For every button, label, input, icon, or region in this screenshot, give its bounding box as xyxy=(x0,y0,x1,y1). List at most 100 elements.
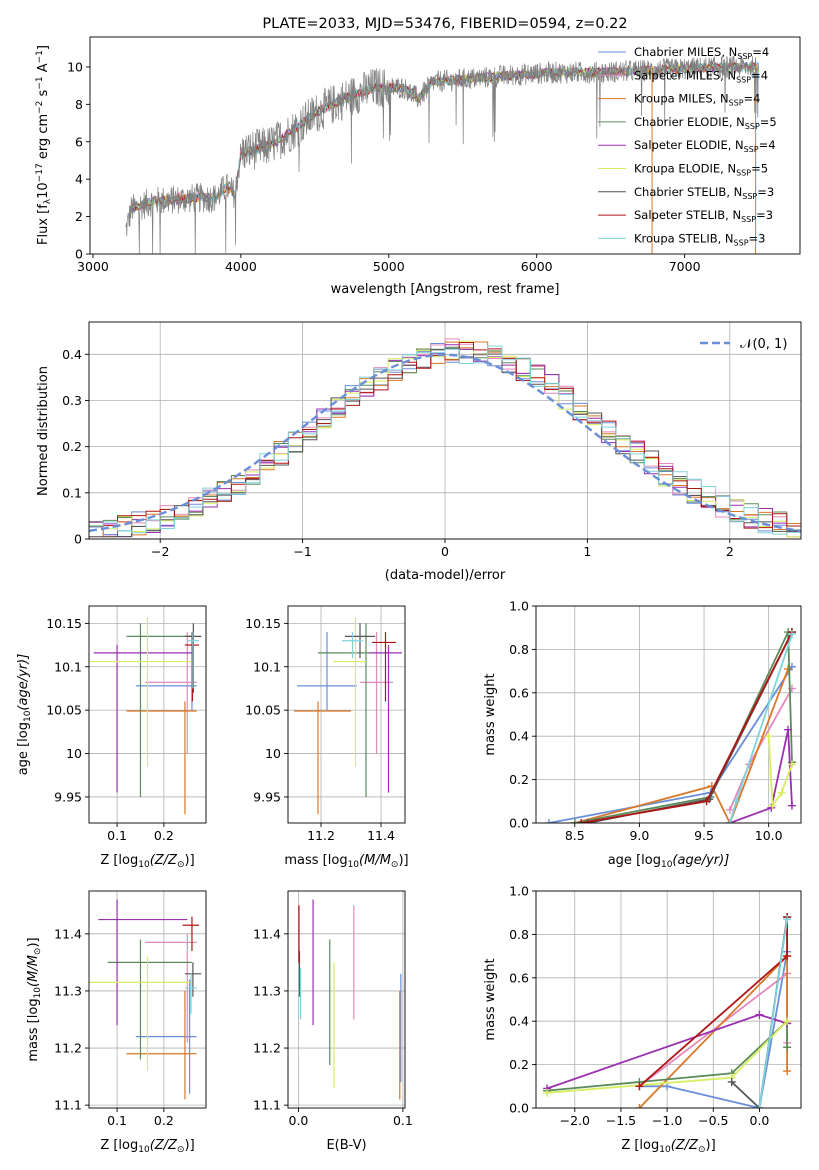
y-tick-label: 10.15 xyxy=(46,616,82,631)
x-axis-label-part: (age/yr)] xyxy=(672,853,729,868)
spectrum-panel: 3000 4000 5000 6000 7000 0 2 4 6 8 10 PLATE=2033, M… xyxy=(35,16,801,297)
weight-vs-age-frame xyxy=(535,605,802,824)
x-tick-label: 1 xyxy=(583,544,591,559)
residual-histogram xyxy=(89,342,801,529)
x-axis-label: wavelength [Angstrom, rest frame] xyxy=(331,282,560,297)
y-tick-label: 0 xyxy=(75,247,83,262)
y-tick-label: 0.3 xyxy=(62,393,82,408)
legend-entry-tail: =4 xyxy=(744,92,761,106)
x-axis-label-part: (Z/Z xyxy=(150,853,178,868)
y-axis-label: mass [log10(M/M⊙)] xyxy=(26,937,43,1061)
x-tick-label: 11.4 xyxy=(367,828,395,843)
chart-title: PLATE=2033, MJD=53476, FIBERID=0594, z=0… xyxy=(262,16,627,32)
y-axis-label: mass weight xyxy=(483,673,498,755)
legend-entry-main: Kroupa ELODIE, N xyxy=(634,162,736,176)
y-tick-label: 0.8 xyxy=(509,642,529,657)
mass-vs-ebv-panel: 0.0 0.1 11.1 11.2 11.3 11.4 E(B-V) xyxy=(253,890,413,1153)
y-axis-label-part: Flux [f xyxy=(36,204,51,245)
y-tick-label: 11.3 xyxy=(253,983,281,998)
weight-point-marker xyxy=(787,801,796,810)
x-tick-label: 0 xyxy=(441,544,449,559)
x-axis-label-part: 10 xyxy=(659,1145,671,1155)
weight-vs-Z-axes: −2.0 −1.5 −1.0 −0.5 0.0 0.0 0.2 0.4 0.6 0.8 1.0 Z [… xyxy=(483,884,802,1155)
x-axis-label: (data-model)/error xyxy=(385,568,506,583)
legend-entry-sub: SSP xyxy=(736,75,751,84)
mass-vs-Z-panel: 0.1 0.211.111.211.311.4Z [log10(Z/Z⊙)]mas… xyxy=(26,890,207,1155)
legend-entry-main: Chabrier STELIB, N xyxy=(634,185,742,199)
error-bar-point xyxy=(187,632,199,689)
weight-point-marker xyxy=(787,760,796,769)
legend-entry: Kroupa MILES, NSSP=4 xyxy=(634,92,760,108)
legend-entry-tail: =4 xyxy=(751,68,768,82)
weight-point-marker xyxy=(725,819,734,823)
legend-entry-main: Salpeter STELIB, N xyxy=(634,208,741,222)
residual-histogram xyxy=(89,345,801,535)
y-tick-label: 4 xyxy=(75,172,83,187)
error-bar-point xyxy=(342,632,363,659)
spectrum-plot-area xyxy=(125,55,760,254)
y-axis-label-part: s xyxy=(36,89,51,100)
y-tick-label: 1.0 xyxy=(509,884,529,899)
spectrum-frame xyxy=(89,36,801,255)
legend-entry: Chabrier ELODIE, NSSP=5 xyxy=(634,115,777,131)
legend-entry-main: Kroupa MILES, N xyxy=(634,92,729,106)
weight-point-marker xyxy=(783,1043,792,1052)
weight-point-marker xyxy=(702,797,711,806)
x-tick-label: 0.0 xyxy=(289,1113,309,1128)
weight-point-marker xyxy=(570,819,579,823)
x-tick-label: 10.0 xyxy=(755,828,783,843)
y-tick-label: 0.2 xyxy=(509,772,529,787)
legend-entry-tail: =3 xyxy=(757,185,774,199)
weight-point-marker xyxy=(783,915,792,924)
y-tick-label: 0.0 xyxy=(509,1101,529,1116)
y-tick-label: 11.2 xyxy=(54,1041,82,1056)
y-tick-label: 10 xyxy=(265,746,281,761)
normal-reference-curve xyxy=(89,353,801,533)
residuals-axes: −2 −1 0 1 2 0 0.1 0.2 0.3 0.4 (data-model)/error No… xyxy=(36,321,802,583)
x-axis-label: Z [log10(Z/Z⊙)] xyxy=(621,1138,715,1155)
y-axis-label-part: −1 xyxy=(35,50,45,63)
y-axis-label: Normed distribution xyxy=(36,366,51,496)
x-tick-label: 7000 xyxy=(669,259,701,274)
error-bar-point xyxy=(135,979,197,1094)
x-axis-label-part: ⊙ xyxy=(391,860,399,870)
age-vs-mass-plot-area xyxy=(294,617,402,815)
x-tick-label: 6000 xyxy=(521,259,553,274)
x-axis-label-part: )] xyxy=(398,853,408,868)
y-tick-label: 11.4 xyxy=(253,926,281,941)
y-axis-label: mass weight xyxy=(483,958,498,1040)
x-tick-label: −1 xyxy=(293,544,311,559)
spectrum-axes: 3000 4000 5000 6000 7000 0 2 4 6 8 10 PLATE=2033, M… xyxy=(35,16,801,297)
x-tick-label: 0.0 xyxy=(750,1113,770,1128)
y-axis-label-part: −17 xyxy=(35,163,45,182)
legend-entry-sub: SSP xyxy=(741,215,756,224)
x-tick-label: 8.5 xyxy=(565,828,585,843)
x-tick-label: 2 xyxy=(726,544,734,559)
x-axis-label: Z [log10(Z/Z⊙)] xyxy=(100,1138,194,1155)
x-axis-label: age [log10(age/yr)] xyxy=(608,853,730,870)
y-tick-label: 6 xyxy=(75,134,83,149)
legend-entry-main: Salpeter MILES, N xyxy=(634,68,736,82)
legend-entry-tail: =4 xyxy=(759,138,776,152)
y-tick-label: 1.0 xyxy=(509,599,529,614)
y-tick-label: 10.15 xyxy=(245,616,281,631)
weight-point-marker xyxy=(755,1104,764,1108)
legend-entry-sub: SSP xyxy=(745,122,760,131)
legend-entry: Salpeter MILES, NSSP=4 xyxy=(634,68,768,84)
y-axis-label-part: ⊙ xyxy=(33,948,43,956)
error-bar-point xyxy=(98,899,188,1026)
x-tick-label: −1.0 xyxy=(652,1113,682,1128)
legend-entry: Kroupa ELODIE, NSSP=5 xyxy=(634,162,768,178)
x-axis-label-part: 10 xyxy=(348,860,360,870)
weight-vs-age-axes: 8.5 9.0 9.5 10.0 0.0 0.2 0.4 0.6 0.8 1.0 age [log1… xyxy=(483,599,802,870)
y-tick-label: 0.6 xyxy=(509,685,529,700)
weight-vs-Z-frame xyxy=(535,890,802,1109)
weight-point-marker xyxy=(635,1104,644,1108)
x-axis-label-part: mass [log xyxy=(284,853,347,868)
x-tick-label: −2 xyxy=(151,544,169,559)
legend-entry-main: Kroupa STELIB, N xyxy=(634,231,734,245)
legend-entry-tail: =5 xyxy=(751,162,768,176)
error-bar-point xyxy=(182,916,199,951)
y-tick-label: 10 xyxy=(67,59,83,74)
